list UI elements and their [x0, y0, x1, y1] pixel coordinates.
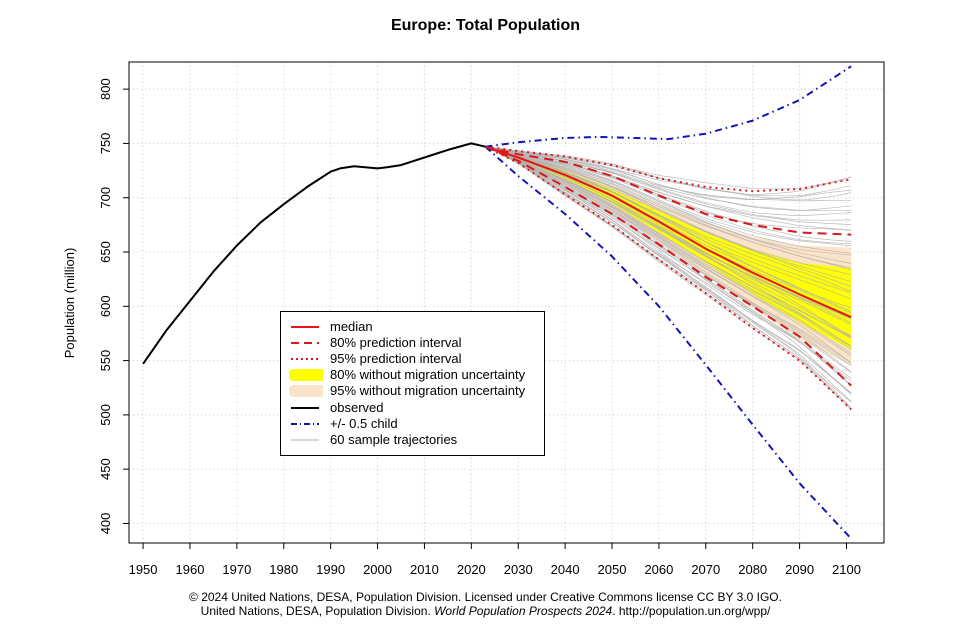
x-tick-label: 2030 [504, 562, 533, 577]
x-tick-label: 2050 [598, 562, 627, 577]
series-lines [142, 65, 852, 540]
series-80-prediction-interval-lower [485, 145, 852, 387]
legend-symbol-80-interval [291, 342, 319, 344]
x-tick-label: 2010 [410, 562, 439, 577]
x-tick-label: 1980 [269, 562, 298, 577]
x-tick-label: 2080 [738, 562, 767, 577]
x-tick-label: 1950 [129, 562, 158, 577]
sample-trajectory [485, 146, 852, 276]
series-95-prediction-interval-upper [485, 145, 852, 193]
series-observed [142, 142, 486, 365]
sample-trajectory [485, 146, 852, 409]
legend-item-half-child: +/- 0.5 child [281, 416, 571, 431]
y-tick-label: 400 [98, 513, 113, 535]
series-median [485, 145, 852, 319]
legend-label: 60 sample trajectories [330, 432, 458, 447]
sample-trajectory [485, 146, 852, 324]
legend-label: 80% prediction interval [330, 335, 462, 350]
y-axis-label: Population (million) [62, 248, 77, 359]
sample-trajectory [485, 146, 852, 269]
y-tick-label: 600 [98, 295, 113, 317]
legend-label: observed [330, 400, 384, 415]
legend-item-median: median [281, 319, 571, 334]
credit-publication: World Population Prospects 2024 [434, 604, 613, 618]
legend-symbol-80-band [289, 369, 323, 381]
credit-line-1: © 2024 United Nations, DESA, Population … [189, 590, 782, 604]
sample-trajectory [485, 146, 852, 294]
legend-symbol-samples [291, 439, 319, 441]
sample-trajectory [485, 146, 852, 357]
sample-trajectory [485, 146, 852, 386]
sample-trajectory [485, 146, 852, 211]
credit-line-2: United Nations, DESA, Population Divisio… [0, 604, 971, 618]
sample-trajectory [485, 146, 852, 347]
legend-item-80-interval: 80% prediction interval [281, 335, 571, 350]
sample-trajectory [485, 146, 852, 201]
legend: median 80% prediction interval 95% predi… [280, 311, 545, 456]
y-axis: 400 450 500 550 600 650 700 750 800 [98, 78, 130, 535]
sample-trajectory [485, 146, 852, 394]
legend-item-observed: observed [281, 400, 571, 415]
series-95-prediction-interval-lower [484, 145, 852, 411]
x-tick-label: 1960 [176, 562, 205, 577]
legend-label: 95% prediction interval [330, 351, 462, 366]
legend-label: 80% without migration uncertainty [330, 367, 526, 382]
sample-trajectory [485, 146, 852, 287]
sample-trajectory [485, 146, 852, 354]
sample-trajectory [485, 146, 852, 264]
legend-item-95-interval: 95% prediction interval [281, 351, 571, 366]
chart-title: Europe: Total Population [390, 17, 581, 34]
credit-suffix: . http://population.un.org/wpp/ [612, 604, 771, 618]
x-tick-label: 1970 [222, 562, 251, 577]
sample-trajectory [485, 146, 852, 402]
x-tick-label: 2000 [363, 562, 392, 577]
sample-trajectory [485, 146, 852, 256]
legend-symbol-half-child [291, 423, 319, 425]
series-0-5-child-lower [484, 145, 852, 540]
legend-item-95-band: 95% without migration uncertainty [281, 383, 571, 398]
sample-trajectory [485, 146, 852, 337]
y-tick-label: 650 [98, 241, 113, 263]
grid-lines [129, 62, 884, 543]
legend-symbol-observed [291, 407, 319, 409]
y-tick-label: 450 [98, 458, 113, 480]
x-tick-label: 2090 [785, 562, 814, 577]
legend-label: 95% without migration uncertainty [330, 383, 526, 398]
credit-prefix: United Nations, DESA, Population Divisio… [200, 604, 435, 618]
x-tick-label: 2040 [551, 562, 580, 577]
y-tick-label: 500 [98, 404, 113, 426]
legend-item-samples: 60 sample trajectories [281, 432, 571, 447]
legend-item-80-band: 80% without migration uncertainty [281, 367, 571, 382]
x-tick-label: 2020 [457, 562, 486, 577]
legend-label: median [330, 319, 373, 334]
legend-label: +/- 0.5 child [330, 416, 398, 431]
series-80-prediction-interval-upper [485, 145, 852, 236]
y-tick-label: 800 [98, 78, 113, 100]
y-tick-label: 750 [98, 133, 113, 155]
sample-trajectory [485, 146, 852, 394]
y-tick-label: 700 [98, 187, 113, 209]
legend-symbol-95-band [289, 385, 323, 397]
x-tick-label: 1990 [316, 562, 345, 577]
sample-trajectory [485, 146, 852, 242]
legend-symbol-95-interval [291, 358, 319, 360]
x-axis: 1950 1960 1970 1980 1990 2000 2010 2020 2030 2040… [129, 542, 861, 577]
y-tick-label: 550 [98, 350, 113, 372]
legend-symbol-median [291, 326, 319, 328]
series-0-5-child-upper [485, 65, 852, 148]
x-tick-label: 2060 [644, 562, 673, 577]
sample-trajectory [485, 146, 852, 254]
x-tick-label: 2070 [691, 562, 720, 577]
x-tick-label: 2100 [832, 562, 861, 577]
sample-trajectory [485, 146, 852, 410]
